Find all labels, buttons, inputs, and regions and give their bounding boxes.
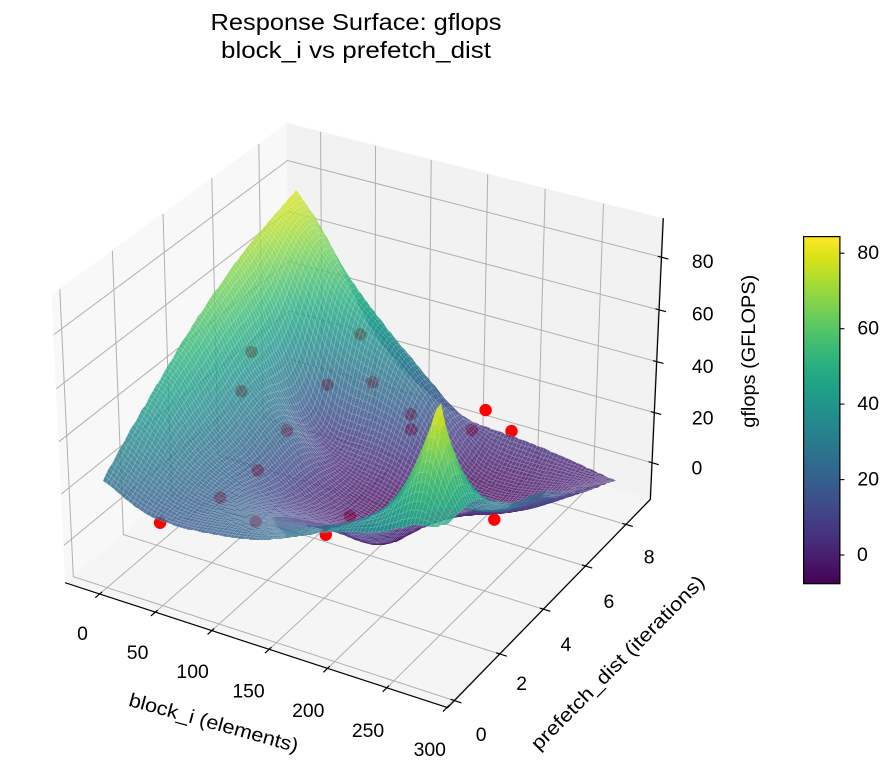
svg-text:4: 4 xyxy=(561,634,572,656)
svg-text:0: 0 xyxy=(692,458,703,480)
svg-text:250: 250 xyxy=(352,720,385,742)
svg-text:60: 60 xyxy=(692,304,714,326)
svg-text:block_i vs prefetch_dist: block_i vs prefetch_dist xyxy=(221,37,492,63)
svg-text:300: 300 xyxy=(414,739,447,761)
svg-text:50: 50 xyxy=(127,642,149,664)
svg-text:gflops (GFLOPS): gflops (GFLOPS) xyxy=(738,275,760,428)
svg-text:40: 40 xyxy=(857,393,879,415)
svg-text:150: 150 xyxy=(232,681,265,703)
svg-text:Response Surface: gflops: Response Surface: gflops xyxy=(211,9,502,35)
svg-text:100: 100 xyxy=(176,661,209,683)
svg-text:8: 8 xyxy=(644,547,655,569)
svg-text:20: 20 xyxy=(857,469,879,491)
svg-text:0: 0 xyxy=(857,544,868,566)
svg-text:80: 80 xyxy=(692,251,714,273)
svg-text:2: 2 xyxy=(516,673,527,695)
svg-text:40: 40 xyxy=(692,356,714,378)
svg-text:20: 20 xyxy=(692,408,714,430)
svg-text:200: 200 xyxy=(292,700,325,722)
svg-text:60: 60 xyxy=(857,318,879,340)
svg-text:80: 80 xyxy=(857,242,879,264)
svg-text:0: 0 xyxy=(476,724,487,746)
svg-text:6: 6 xyxy=(604,591,615,613)
svg-text:0: 0 xyxy=(77,623,88,645)
